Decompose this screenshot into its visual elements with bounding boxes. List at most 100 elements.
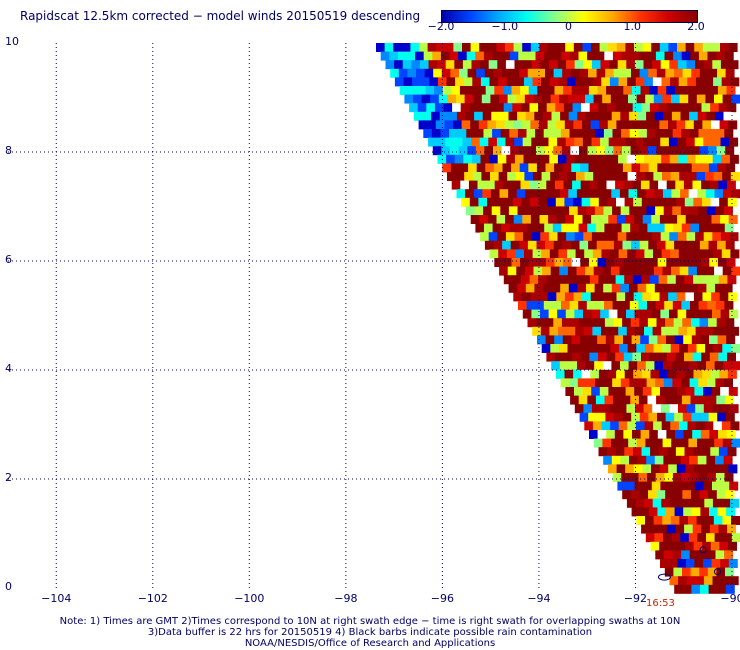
swath-cell [652, 404, 662, 414]
swath-cell [566, 77, 576, 87]
swath-cell [677, 215, 687, 224]
swath-cell [691, 490, 700, 500]
swath-cell [449, 51, 459, 61]
swath-cell [643, 309, 653, 319]
swath-cell [723, 533, 733, 543]
swath-cell [525, 111, 535, 121]
swath-cell [664, 51, 674, 61]
swath-cell [533, 172, 542, 181]
swath-cell [672, 206, 682, 216]
swath-cell [642, 387, 652, 396]
swath-cell [661, 421, 671, 431]
swath-cell [684, 447, 694, 457]
swath-cell [520, 258, 530, 267]
swath-cell [539, 292, 549, 302]
swath-cell [693, 447, 703, 457]
swath-cell [656, 68, 666, 78]
swath-cell [549, 249, 559, 259]
swath-cell [582, 43, 592, 52]
swath-cell [716, 51, 726, 61]
swath-cell [730, 498, 740, 508]
swath-cell [513, 292, 523, 302]
swath-cell [652, 77, 662, 87]
swath-cell [699, 146, 709, 156]
swath-cell [560, 283, 570, 293]
swath-cell [657, 335, 667, 345]
swath-cell [627, 344, 637, 353]
swath-cell [625, 215, 635, 224]
swath-cell [663, 550, 673, 560]
swath-cell [720, 215, 730, 224]
swath-cell [435, 120, 445, 130]
swath-cell [662, 172, 671, 181]
swath-cell [653, 94, 663, 104]
swath-cell [584, 77, 594, 87]
swath-cell [409, 103, 419, 113]
swath-cell [589, 103, 599, 113]
swath-cell [631, 68, 640, 78]
swath-cell [604, 51, 614, 61]
swath-cell [687, 249, 697, 259]
swath-cell [577, 378, 587, 388]
swath-cell [691, 68, 701, 78]
swath-cell [703, 576, 713, 586]
swath-cell [522, 215, 532, 224]
swath-cell [704, 249, 714, 259]
swath-cell [717, 86, 727, 95]
swath-cell [721, 249, 731, 259]
swath-cell [692, 524, 702, 534]
swath-cell [564, 120, 574, 130]
swath-cell [397, 51, 407, 61]
swath-cell [413, 94, 422, 104]
swath-cell [463, 154, 473, 164]
swath-cell [629, 301, 639, 310]
swath-cell [649, 430, 659, 439]
swath-cell [719, 541, 729, 551]
swath-cell [661, 249, 671, 259]
swath-cell [644, 172, 654, 181]
swath-cell [611, 111, 621, 121]
swath-cell [595, 129, 605, 138]
swath-cell [675, 447, 685, 457]
swath-cell [659, 369, 669, 379]
swath-cell [633, 197, 643, 207]
swath-cell [628, 266, 638, 276]
swath-cell [643, 481, 653, 491]
swath-cell [600, 60, 610, 70]
swath-cell [688, 94, 698, 104]
swath-cell [701, 524, 711, 534]
swath-cell [704, 326, 714, 336]
swath-cell [643, 404, 653, 414]
swath-cell [669, 404, 679, 414]
swath-cell [535, 223, 545, 233]
swath-cell [696, 266, 706, 276]
swath-cell [658, 103, 668, 113]
swath-cell [694, 387, 704, 396]
swath-cell [558, 326, 567, 336]
swath-cell [502, 68, 511, 78]
swath-cell [668, 43, 678, 52]
swath-cell [588, 240, 598, 250]
swath-cell [586, 283, 595, 293]
swath-cell [730, 344, 740, 353]
swath-cell [614, 163, 624, 173]
swath-cell [538, 197, 548, 207]
swath-cell [560, 378, 570, 388]
swath-cell [658, 352, 668, 362]
swath-cell [477, 180, 487, 190]
swath-cell [643, 154, 653, 164]
swath-cell [600, 137, 610, 147]
swath-cell [537, 335, 546, 345]
swath-cell [520, 103, 530, 113]
swath-cell [665, 318, 675, 328]
swath-cell [616, 292, 626, 302]
swath-cell [588, 258, 598, 267]
swath-cell [497, 154, 507, 164]
swath-cell [641, 447, 651, 457]
swath-cell [727, 197, 737, 207]
swath-cell [689, 111, 699, 121]
swath-cell [542, 266, 552, 276]
swath-cell [638, 378, 647, 388]
swath-cell [539, 120, 548, 130]
swath-cell [617, 232, 627, 242]
